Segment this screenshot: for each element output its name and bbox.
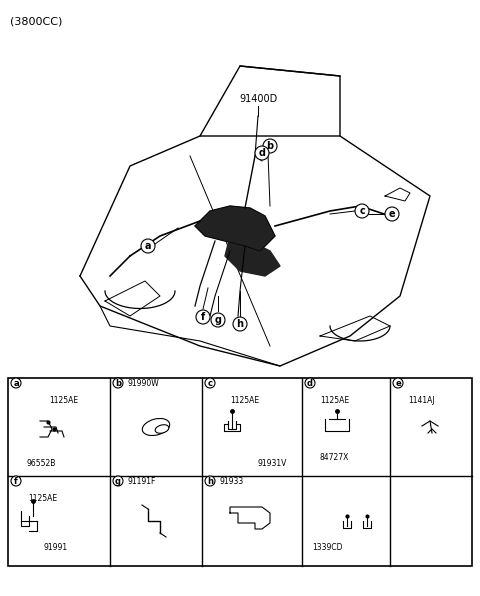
Circle shape (393, 378, 403, 388)
Text: 91990W: 91990W (128, 378, 160, 387)
Circle shape (205, 378, 215, 388)
Circle shape (233, 317, 247, 331)
Circle shape (141, 239, 155, 253)
Text: 1339CD: 1339CD (312, 544, 342, 552)
Text: f: f (14, 476, 18, 486)
Text: e: e (389, 209, 396, 219)
Text: 1125AE: 1125AE (28, 494, 57, 503)
Circle shape (196, 310, 210, 324)
Text: e: e (395, 378, 401, 387)
Text: g: g (215, 315, 221, 325)
Text: 91991: 91991 (43, 544, 67, 552)
Text: a: a (13, 378, 19, 387)
Circle shape (305, 378, 315, 388)
FancyBboxPatch shape (8, 378, 472, 566)
Text: 1125AE: 1125AE (49, 396, 78, 405)
Text: 91400D: 91400D (239, 94, 277, 104)
Text: c: c (207, 378, 213, 387)
Ellipse shape (155, 425, 169, 433)
Text: c: c (359, 206, 365, 216)
Circle shape (11, 378, 21, 388)
Text: (3800CC): (3800CC) (10, 16, 62, 26)
Text: 1125AE: 1125AE (230, 396, 259, 405)
Text: a: a (145, 241, 151, 251)
Text: d: d (307, 378, 313, 387)
Text: 96552B: 96552B (26, 459, 56, 468)
Circle shape (211, 313, 225, 327)
Text: 91191F: 91191F (128, 476, 156, 486)
Text: 91931V: 91931V (257, 460, 287, 468)
Text: b: b (115, 378, 121, 387)
Circle shape (113, 476, 123, 486)
Text: g: g (115, 476, 121, 486)
Circle shape (205, 476, 215, 486)
Circle shape (355, 204, 369, 218)
Text: f: f (201, 312, 205, 322)
Text: 1141AJ: 1141AJ (408, 396, 434, 405)
Ellipse shape (142, 418, 170, 436)
Circle shape (255, 146, 269, 160)
Circle shape (263, 139, 277, 153)
Text: 91933: 91933 (220, 476, 244, 486)
Text: h: h (207, 476, 213, 486)
Text: 1125AE: 1125AE (320, 396, 349, 405)
Circle shape (113, 378, 123, 388)
Polygon shape (195, 206, 275, 251)
Circle shape (11, 476, 21, 486)
Text: h: h (237, 319, 243, 329)
Text: 84727X: 84727X (320, 454, 349, 462)
Text: b: b (266, 141, 274, 151)
Text: d: d (259, 148, 265, 158)
Circle shape (385, 207, 399, 221)
Polygon shape (225, 236, 280, 276)
